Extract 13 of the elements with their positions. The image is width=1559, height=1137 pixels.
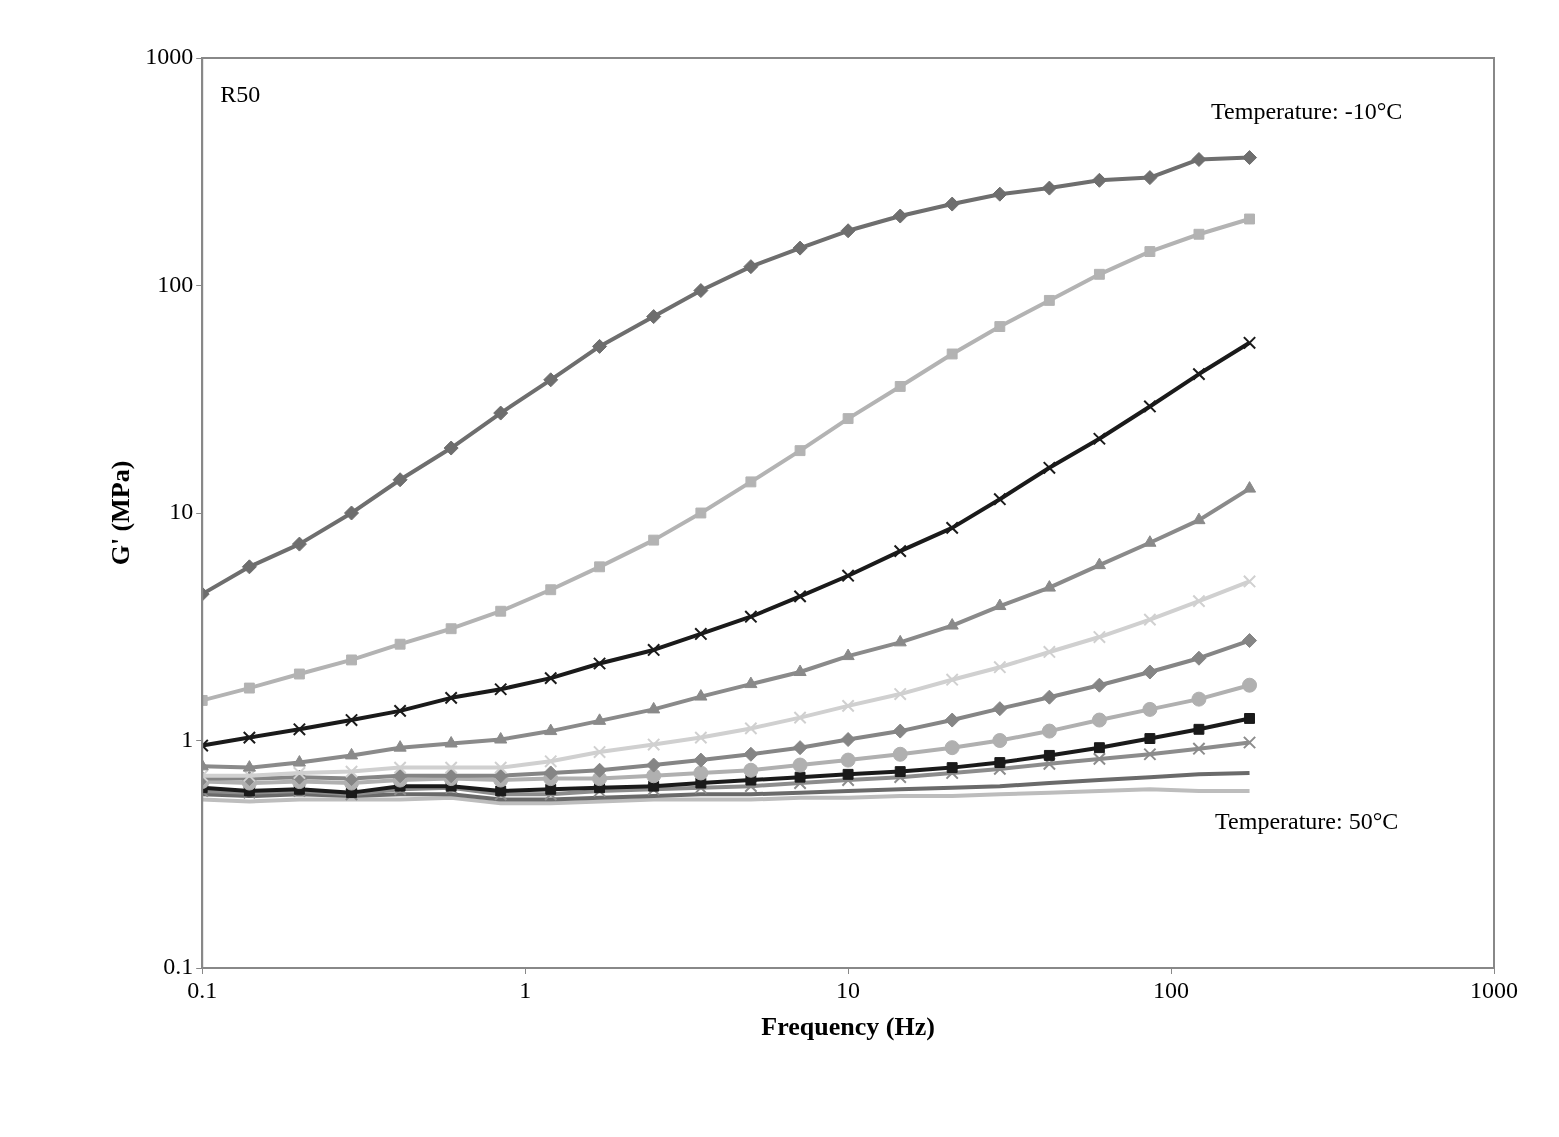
y-tick-label: 10 xyxy=(169,498,194,525)
y-tick-label: 100 xyxy=(157,270,194,297)
y-tick-label: 1 xyxy=(181,725,194,752)
annotation: Temperature: 50°C xyxy=(1215,807,1399,834)
x-tick-label: 1 xyxy=(519,976,532,1003)
y-axis-title: G' (MPa) xyxy=(106,460,136,566)
annotation: R50 xyxy=(220,81,261,108)
x-tick-label: 1000 xyxy=(1470,976,1518,1003)
y-tick-label: 1000 xyxy=(145,43,194,70)
x-tick-label: 10 xyxy=(836,976,861,1003)
x-tick-label: 100 xyxy=(1153,976,1190,1003)
annotation: Temperature: -10°C xyxy=(1211,98,1403,125)
x-axis-title: Frequency (Hz) xyxy=(761,1012,935,1042)
